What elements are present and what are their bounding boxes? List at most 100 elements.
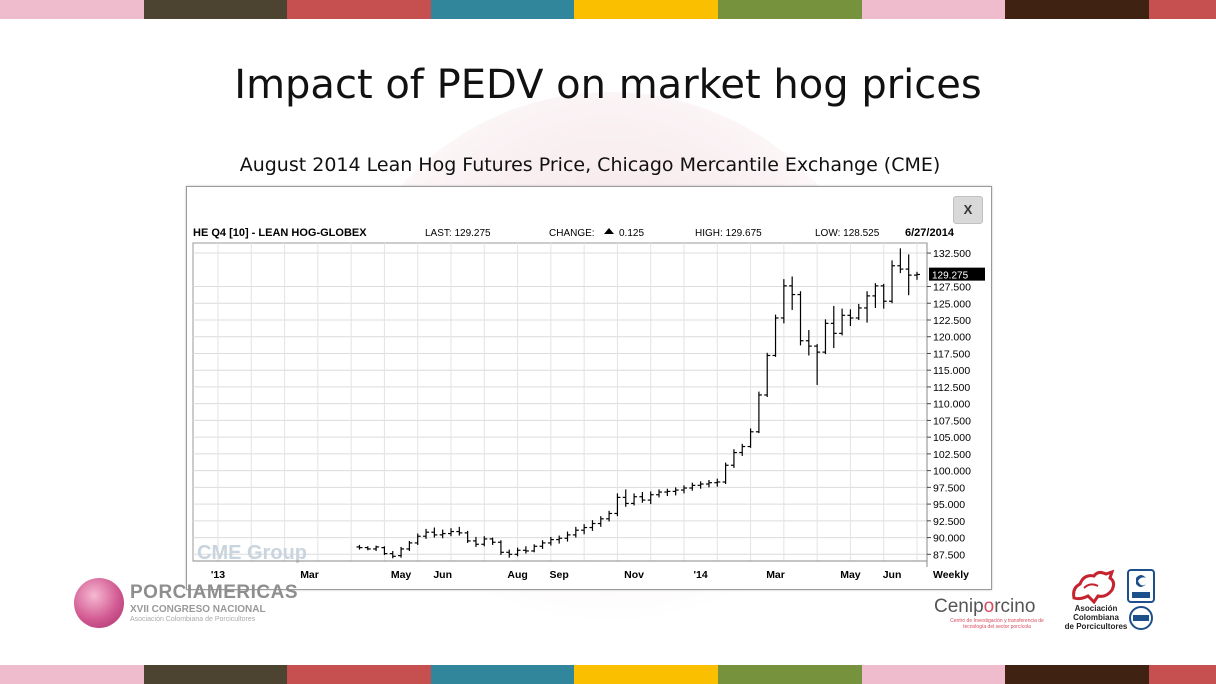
- y-tick-label: 122.500: [933, 315, 971, 327]
- ohlc-bar: [689, 482, 696, 491]
- x-axis: '13 Mar May Jun Aug Sep Nov '14 Mar May Jun Weekly: [193, 560, 969, 581]
- ohlc-bar: [364, 546, 371, 551]
- ohlc-bar: [597, 516, 604, 527]
- y-tick-label: 90.000: [933, 533, 965, 545]
- ohlc-bar: [506, 549, 513, 558]
- y-tick-label: 127.500: [933, 282, 971, 294]
- y-tick-label: 97.500: [933, 482, 965, 494]
- price-chart-panel: CME Group HE Q4 [10] - LEAN HOG-GLOBEX L…: [186, 186, 992, 590]
- ohlc-bar: [522, 546, 529, 554]
- header-symbol: HE Q4 [10] - LEAN HOG-GLOBEX: [193, 227, 367, 239]
- asociacion-line-1: Asociación: [1074, 604, 1118, 613]
- price-chart: CME Group HE Q4 [10] - LEAN HOG-GLOBEX L…: [192, 227, 985, 581]
- x-tick-label: Jun: [883, 569, 902, 581]
- ohlc-bar: [456, 526, 463, 536]
- ohlc-bar: [847, 309, 854, 327]
- last-price-marker: 129.275: [929, 267, 985, 282]
- ohlc-bar: [514, 547, 521, 557]
- porciamericas-name: PORCIAMERICAS: [130, 582, 299, 603]
- ohlc-bar: [381, 546, 388, 555]
- ohlc-bar: [614, 493, 621, 517]
- ohlc-bar: [631, 493, 638, 506]
- ohlc-bar: [789, 276, 796, 310]
- asociacion-colombiana-logo: Asociación Colombiana de Porcicultores: [1054, 568, 1134, 634]
- porciamericas-emblem-icon: [74, 578, 124, 628]
- ohlc-bar: [423, 528, 430, 539]
- bottom-color-stripe: [0, 665, 1216, 684]
- ohlc-bar: [880, 283, 887, 309]
- ohlc-bar: [589, 520, 596, 531]
- ohlc-bar: [814, 344, 821, 385]
- ohlc-bar: [855, 303, 862, 320]
- chart-grid: [192, 242, 928, 562]
- ohlc-bar: [864, 291, 871, 323]
- ceniporcino-tagline: Centro de Investigación y transferencia …: [950, 618, 1044, 630]
- ohlc-bar: [889, 260, 896, 304]
- ohlc-bar: [805, 330, 812, 356]
- y-tick-label: 107.500: [933, 415, 971, 427]
- y-tick-label: 102.500: [933, 449, 971, 461]
- change-up-arrow-icon: [604, 228, 614, 234]
- ohlc-bar: [489, 537, 496, 545]
- ohlc-bar: [664, 488, 671, 497]
- ohlc-bar: [764, 352, 771, 397]
- x-tick-label: Sep: [550, 569, 569, 581]
- header-low: LOW: 128.525: [815, 228, 880, 239]
- header-change-label: CHANGE:: [549, 228, 595, 239]
- ohlc-bar: [830, 305, 837, 349]
- ohlc-bar: [581, 524, 588, 535]
- x-tick-label: Mar: [300, 569, 319, 581]
- ohlc-bar: [406, 540, 413, 551]
- porciamericas-logo: PORCIAMERICAS XVII CONGRESO NACIONAL Aso…: [70, 574, 298, 630]
- slide-subtitle: August 2014 Lean Hog Futures Price, Chic…: [239, 154, 941, 176]
- ohlc-bar: [839, 308, 846, 336]
- ohlc-bar: [531, 544, 538, 553]
- ohlc-bar: [448, 528, 454, 537]
- header-date: 6/27/2014: [905, 227, 955, 239]
- header-change-value: 0.125: [619, 228, 644, 239]
- ohlc-bar: [797, 291, 804, 346]
- y-tick-label: 117.500: [933, 348, 970, 360]
- top-color-stripe: [0, 0, 1216, 19]
- ohlc-bar: [747, 428, 754, 448]
- ohlc-bar: [539, 540, 546, 549]
- ohlc-bar: [572, 526, 579, 538]
- x-tick-label: May: [840, 569, 861, 581]
- ohlc-bar: [547, 536, 554, 546]
- y-tick-label: 95.000: [933, 499, 965, 511]
- ohlc-bar: [556, 535, 563, 544]
- ohlc-bar: [905, 254, 912, 296]
- ohlc-bar: [822, 319, 829, 355]
- ohlc-bar: [622, 489, 629, 507]
- x-tick-label: '13: [211, 569, 225, 581]
- porciamericas-association: Asociación Colombiana de Porcicultores: [130, 616, 256, 623]
- ohlc-bar: [398, 546, 405, 558]
- y-tick-label: 100.000: [933, 466, 971, 478]
- close-button[interactable]: X: [953, 196, 983, 224]
- y-axis: 132.500 127.500 125.000 122.500 120.000 117.5…: [926, 243, 971, 567]
- y-tick-label: 87.500: [933, 549, 965, 561]
- chart-header: HE Q4 [10] - LEAN HOG-GLOBEX LAST: 129.2…: [193, 227, 955, 239]
- x-tick-label: Mar: [766, 569, 785, 581]
- ohlc-bar: [564, 531, 571, 542]
- ohlc-bar: [373, 545, 380, 551]
- ohlc-bar: [472, 536, 479, 547]
- x-tick-label: May: [391, 569, 412, 581]
- last-price-label: 129.275: [932, 271, 969, 282]
- ohlc-bar: [722, 462, 729, 485]
- header-last: LAST: 129.275: [425, 228, 491, 239]
- ohlc-bar: [464, 530, 471, 543]
- y-tick-label: 112.500: [933, 382, 970, 394]
- ohlc-bar: [481, 536, 488, 547]
- ceniporcino-name: Ceniporcino: [934, 596, 1036, 617]
- y-tick-label: 92.500: [933, 516, 965, 528]
- iso-certification-badges: [1126, 568, 1156, 630]
- ohlc-bar: [389, 550, 396, 559]
- ohlc-bar: [872, 283, 879, 308]
- ohlc-bar: [730, 449, 737, 468]
- ohlc-bar: [431, 527, 438, 538]
- y-tick-label: 110.000: [933, 399, 970, 411]
- ohlc-bar: [681, 485, 687, 494]
- ohlc-bar: [672, 487, 679, 496]
- x-tick-label: Nov: [624, 569, 644, 581]
